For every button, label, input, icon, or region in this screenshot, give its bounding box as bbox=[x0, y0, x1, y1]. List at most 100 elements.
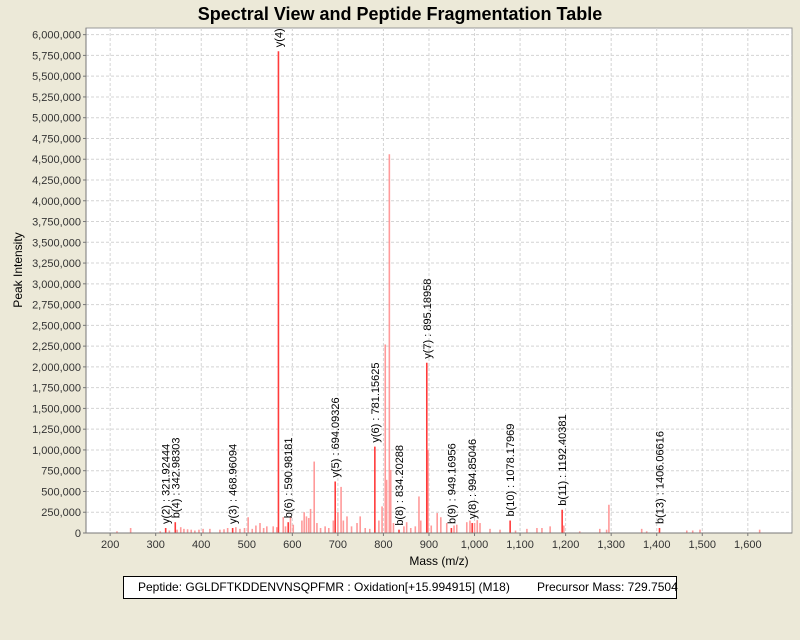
y-tick-label: 5,500,000 bbox=[32, 71, 81, 83]
peak-bar bbox=[381, 506, 383, 533]
peak-bar bbox=[378, 520, 380, 533]
peak-annotation-label: y(6) : 781.15625 bbox=[370, 362, 382, 442]
peak-bar bbox=[316, 523, 318, 533]
peak-bar bbox=[384, 344, 387, 533]
peak-bar bbox=[499, 529, 501, 533]
peak-bar bbox=[266, 526, 268, 533]
peak-bar bbox=[419, 520, 422, 533]
peak-bar bbox=[445, 523, 448, 533]
annotated-peak-bar bbox=[334, 481, 336, 533]
annotated-peak-bar bbox=[561, 509, 563, 533]
y-tick-label: 2,250,000 bbox=[32, 341, 81, 353]
peak-bar bbox=[202, 528, 204, 533]
peak-bar bbox=[758, 529, 761, 533]
peak-bar bbox=[116, 531, 118, 533]
peak-bar bbox=[301, 520, 303, 533]
x-tick-label: 600 bbox=[283, 539, 301, 551]
peak-bar bbox=[388, 154, 391, 533]
y-tick-label: 5,750,000 bbox=[32, 50, 81, 62]
peaks bbox=[116, 51, 761, 533]
peak-bar bbox=[430, 525, 433, 533]
peak-annotation-label: b(4) : 342.98303 bbox=[170, 437, 182, 518]
x-tick-label: 1,400 bbox=[643, 539, 671, 551]
peak-bar bbox=[436, 513, 438, 533]
y-tick-label: 5,250,000 bbox=[32, 92, 81, 104]
peptide-info-box: Peptide: GGLDFTKDDENVNSQPFMR : Oxidation… bbox=[123, 576, 678, 599]
peak-bar bbox=[176, 529, 178, 533]
peak-bar bbox=[699, 529, 701, 533]
peak-bar bbox=[190, 529, 193, 533]
annotated-peak-bar bbox=[164, 528, 167, 533]
x-tick-label: 1,000 bbox=[461, 539, 489, 551]
x-tick-label: 1,600 bbox=[734, 539, 762, 551]
y-tick-label: 3,750,000 bbox=[32, 217, 81, 229]
annotated-peak-bar bbox=[174, 522, 177, 533]
peak-bar bbox=[640, 528, 643, 533]
peak-bar bbox=[255, 525, 257, 533]
peak-annotation-label: b(10) : 1078.17969 bbox=[505, 424, 517, 517]
peak-bar bbox=[309, 508, 312, 533]
peak-bar bbox=[536, 528, 538, 533]
y-tick-label: 6,000,000 bbox=[32, 30, 81, 42]
precursor-mass: Precursor Mass: 729.7504 bbox=[537, 580, 678, 594]
x-tick-label: 700 bbox=[329, 539, 347, 551]
y-tick-label: 250,000 bbox=[41, 507, 81, 519]
y-tick-label: 4,750,000 bbox=[32, 133, 81, 145]
peak-bar bbox=[276, 527, 278, 533]
peak-bar bbox=[455, 524, 458, 533]
y-tick-label: 2,500,000 bbox=[32, 320, 81, 332]
peak-bar bbox=[578, 531, 581, 533]
peak-bar bbox=[327, 528, 330, 533]
axes: 200 300 400 500 600 700 800 900 1,000 1,100 1,200 1… bbox=[32, 28, 792, 551]
y-tick-label: 1,000,000 bbox=[32, 445, 81, 457]
peak-bar bbox=[194, 530, 196, 533]
annotated-peak-bar bbox=[231, 528, 234, 533]
x-tick-label: 1,100 bbox=[506, 539, 534, 551]
grid bbox=[86, 28, 792, 533]
peak-bar bbox=[324, 526, 326, 533]
annotated-peak-bar bbox=[509, 520, 511, 533]
peak-bar bbox=[479, 523, 481, 533]
peak-bar bbox=[608, 504, 610, 533]
peak-bar bbox=[262, 528, 265, 533]
peak-bar bbox=[645, 531, 648, 533]
peak-bar bbox=[243, 528, 246, 533]
y-tick-label: 1,250,000 bbox=[32, 424, 81, 436]
annotated-peak-bar bbox=[425, 362, 428, 533]
y-tick-label: 5,000,000 bbox=[32, 113, 81, 125]
peak-bar bbox=[251, 528, 254, 533]
peak-bar bbox=[368, 528, 371, 533]
peak-annotation-label: b(6) : 590.98181 bbox=[283, 437, 295, 518]
peak-bar bbox=[359, 516, 362, 533]
y-tick-label: 3,000,000 bbox=[32, 279, 81, 291]
peak-annotation-label: b(11) : 1192.40381 bbox=[557, 414, 569, 505]
peak-annotation-label: b(9) : 949.16956 bbox=[446, 443, 458, 524]
peak-bar bbox=[346, 516, 348, 533]
annotated-peak-bar bbox=[471, 523, 473, 533]
peak-bar bbox=[303, 512, 305, 533]
peak-bar bbox=[239, 528, 241, 533]
peak-annotation-label: y(4) : bbox=[273, 22, 285, 47]
x-tick-label: 900 bbox=[420, 539, 438, 551]
peptide-text: Peptide: GGLDFTKDDENVNSQPFMR : Oxidation… bbox=[138, 580, 510, 594]
peak-bar bbox=[284, 526, 287, 533]
peak-bar bbox=[168, 530, 171, 533]
peak-bar bbox=[247, 517, 249, 533]
annotated-peak-bar bbox=[287, 522, 290, 533]
peak-bar bbox=[209, 528, 211, 533]
y-tick-label: 1,750,000 bbox=[32, 383, 81, 395]
y-tick-label: 3,250,000 bbox=[32, 258, 81, 270]
peak-bar bbox=[605, 529, 608, 533]
peak-annotation-label: y(7) : 895.18958 bbox=[422, 279, 434, 359]
peak-bar bbox=[473, 523, 476, 533]
annotated-peak-bar bbox=[450, 528, 453, 533]
x-tick-label: 300 bbox=[147, 539, 165, 551]
peak-bar bbox=[337, 512, 339, 533]
x-tick-label: 200 bbox=[101, 539, 119, 551]
peak-bar bbox=[685, 530, 688, 533]
y-tick-label: 4,000,000 bbox=[32, 196, 81, 208]
peak-bar bbox=[292, 524, 295, 533]
peak-bar bbox=[356, 523, 358, 533]
peak-annotation-label: b(8) : 834.20288 bbox=[394, 445, 406, 526]
peak-annotation-label: y(5) : 694.09326 bbox=[330, 397, 342, 477]
